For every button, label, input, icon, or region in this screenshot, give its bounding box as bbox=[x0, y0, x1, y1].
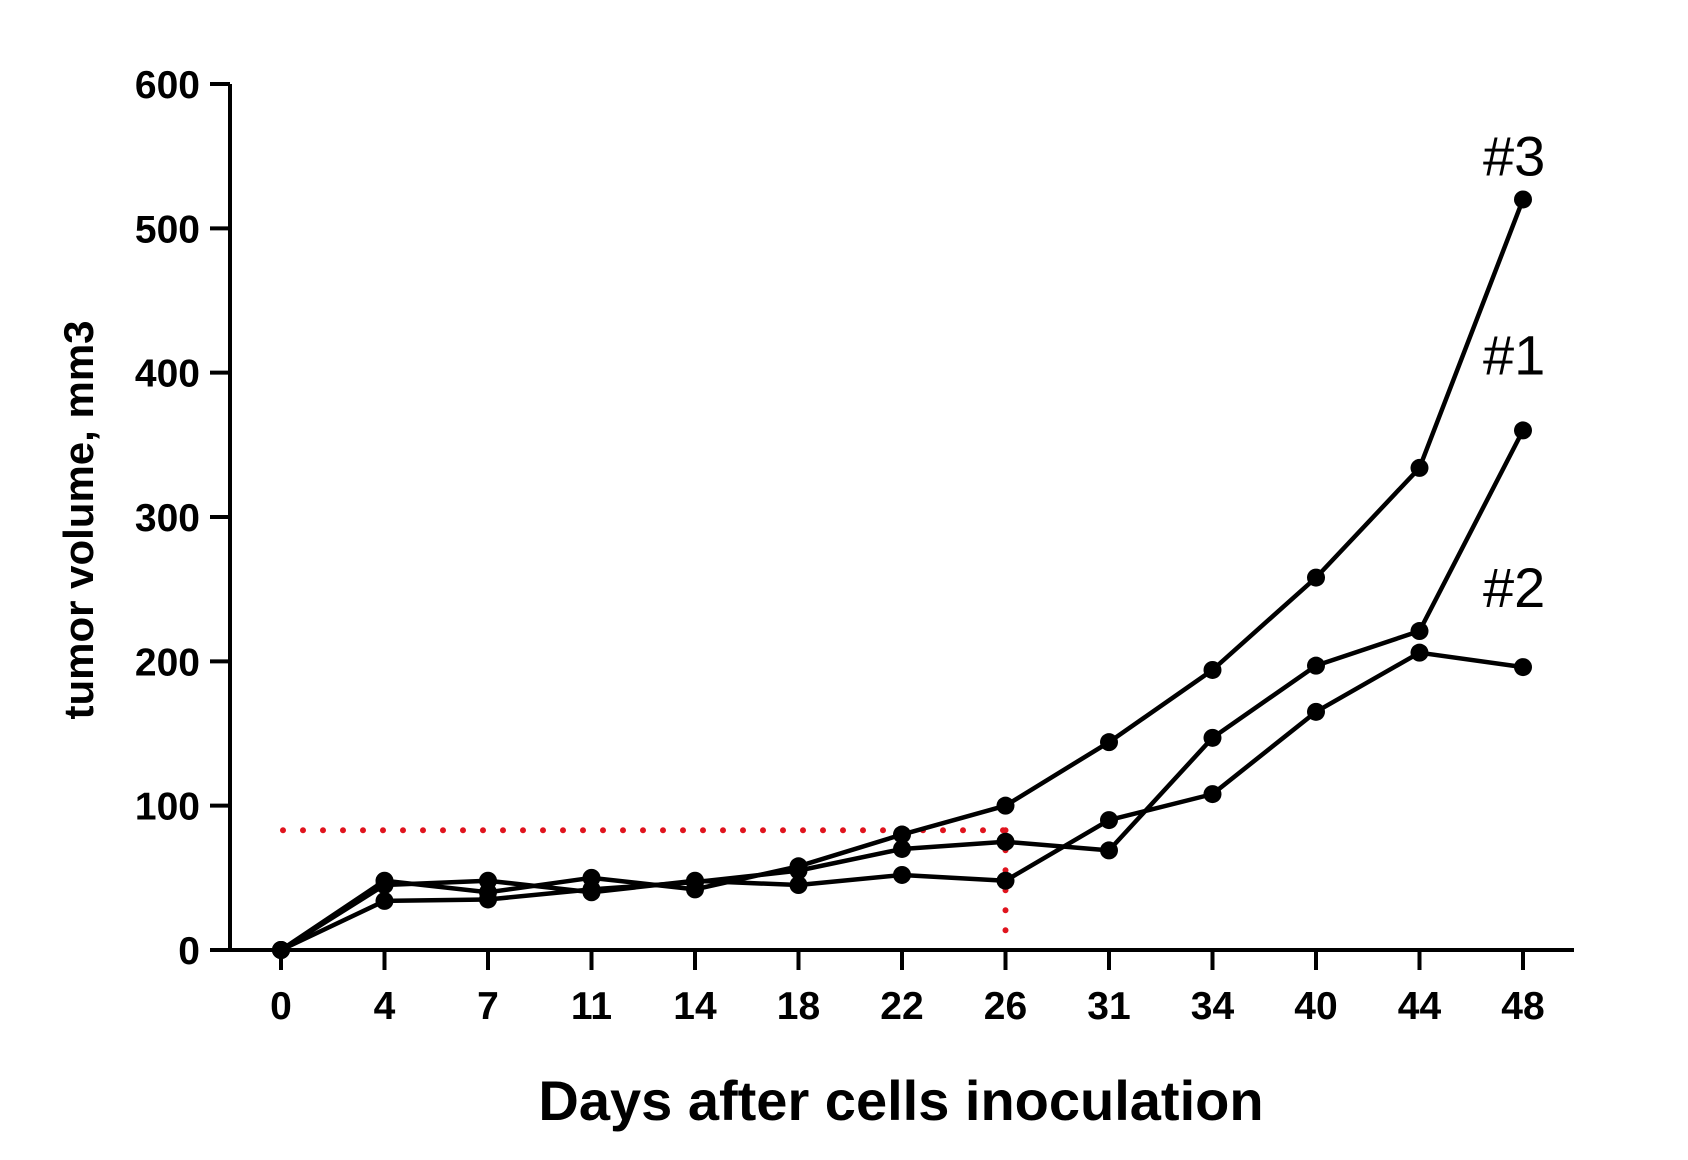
data-point bbox=[1100, 733, 1118, 752]
x-tick-label: 18 bbox=[777, 985, 820, 1028]
data-point bbox=[479, 890, 497, 909]
data-point bbox=[1203, 660, 1222, 679]
x-axis-title: Days after cells inoculation bbox=[538, 1069, 1263, 1132]
x-tick-label: 0 bbox=[270, 985, 292, 1028]
data-point bbox=[1307, 568, 1325, 587]
series-label: #2 bbox=[1483, 556, 1545, 619]
y-tick-label: 0 bbox=[178, 930, 200, 973]
data-point bbox=[1100, 841, 1118, 860]
x-tick-label: 40 bbox=[1294, 985, 1337, 1028]
data-point bbox=[1514, 190, 1532, 209]
x-tick-label: 14 bbox=[673, 985, 717, 1028]
data-point bbox=[996, 832, 1015, 851]
y-tick-label: 500 bbox=[135, 208, 200, 251]
y-tick-label: 100 bbox=[135, 786, 200, 829]
y-tick-label: 600 bbox=[135, 64, 200, 107]
data-point bbox=[1410, 458, 1429, 477]
x-tick-label: 48 bbox=[1501, 985, 1544, 1028]
data-point bbox=[479, 871, 497, 890]
x-ticks: 0 4 7 11 14 18 22 26 31 34 40 44 48 bbox=[270, 950, 1545, 1028]
data-point bbox=[272, 941, 290, 959]
x-tick-label: 4 bbox=[374, 985, 396, 1028]
data-point bbox=[1514, 421, 1532, 440]
data-point bbox=[789, 861, 808, 880]
y-tick-label: 300 bbox=[135, 497, 200, 540]
x-tick-label: 22 bbox=[880, 985, 923, 1028]
data-point bbox=[893, 839, 911, 858]
data-point bbox=[375, 876, 394, 895]
y-tick-label: 200 bbox=[135, 641, 200, 684]
series-label: #1 bbox=[1483, 323, 1545, 386]
data-point bbox=[789, 876, 808, 895]
data-point bbox=[1203, 728, 1222, 747]
data-point bbox=[1514, 658, 1532, 677]
data-point bbox=[1100, 811, 1118, 830]
data-point bbox=[582, 883, 601, 902]
y-tick-label: 400 bbox=[135, 353, 200, 396]
data-point bbox=[996, 796, 1015, 815]
data-point bbox=[996, 871, 1015, 890]
y-ticks: 0 100 200 300 400 500 600 bbox=[135, 64, 230, 973]
data-point bbox=[1307, 702, 1325, 721]
x-tick-label: 26 bbox=[984, 985, 1027, 1028]
data-point bbox=[1410, 643, 1429, 662]
series-labels: #3 #1 #2 bbox=[1483, 124, 1545, 619]
x-tick-label: 31 bbox=[1087, 985, 1130, 1028]
series-lines bbox=[272, 190, 1532, 959]
series-line bbox=[279, 650, 1524, 952]
x-tick-label: 7 bbox=[477, 985, 499, 1028]
x-tick-label: 11 bbox=[571, 985, 612, 1028]
data-point bbox=[893, 865, 911, 884]
data-point bbox=[1203, 785, 1222, 804]
data-point bbox=[893, 825, 911, 844]
data-point bbox=[1307, 656, 1325, 675]
x-tick-label: 44 bbox=[1398, 985, 1442, 1028]
series-label: #3 bbox=[1483, 124, 1545, 187]
x-tick-label: 34 bbox=[1191, 985, 1235, 1028]
data-point bbox=[1410, 622, 1429, 641]
data-point bbox=[375, 891, 394, 910]
y-axis-title: tumor volume, mm3 bbox=[55, 320, 102, 719]
data-point bbox=[686, 871, 704, 890]
